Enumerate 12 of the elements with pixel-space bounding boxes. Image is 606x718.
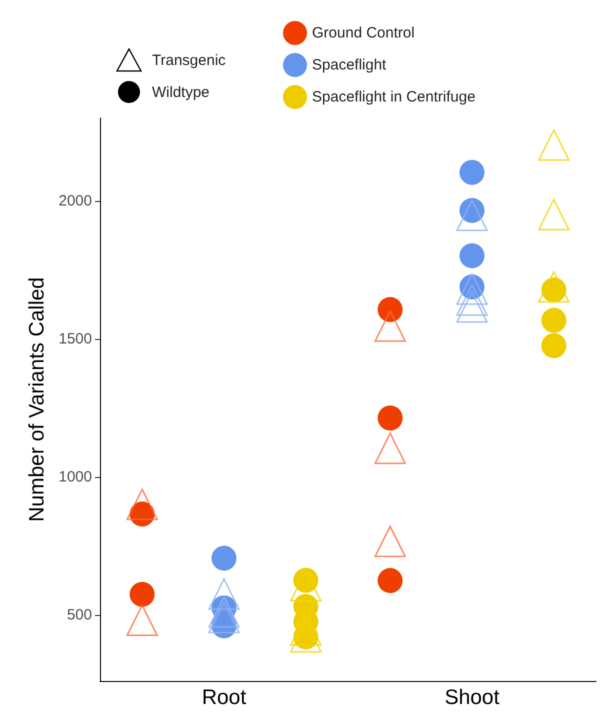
legend-label: Ground Control <box>312 24 415 42</box>
x-tick-label: Shoot <box>444 686 500 709</box>
x-tick-label: Root <box>202 686 246 709</box>
text: Transgenic <box>152 52 226 68</box>
y-tick-label: 500 <box>66 606 92 624</box>
y-tick-label: 2000 <box>58 192 92 210</box>
legend-label: Spaceflight in Centrifuge <box>312 88 476 106</box>
text: Wildtype <box>152 84 210 100</box>
y-tick-label: 1500 <box>58 330 92 348</box>
y-tick-label: 1000 <box>58 468 92 486</box>
legend-label: Spaceflight <box>312 56 388 74</box>
y-axis-title: Number of Variants Called <box>26 277 49 522</box>
